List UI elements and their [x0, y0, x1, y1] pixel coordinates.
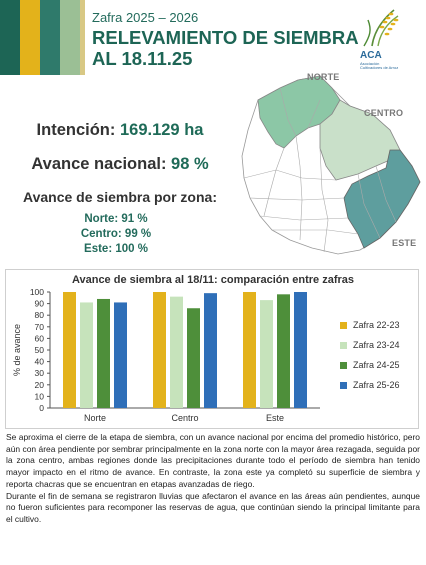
y-tick-label: 20: [35, 380, 45, 390]
intencion-stat: Intención: 169.129 ha: [0, 121, 240, 140]
body-text: Se aproxima el cierre de la etapa de sie…: [6, 432, 420, 526]
rice-plant-icon: [363, 9, 399, 47]
bar-este-zafra-24-25: [277, 294, 290, 408]
bar-norte-zafra-25-26: [114, 302, 127, 408]
logo-text: ACA: [360, 50, 382, 61]
legend-swatch: [340, 341, 347, 349]
legend-swatch: [340, 361, 347, 369]
report-title: RELEVAMIENTO DE SIEMBRA AL 18.11.25: [92, 27, 359, 69]
x-tick-label: Norte: [84, 413, 106, 423]
map-label-centro: CENTRO: [364, 108, 404, 118]
x-tick-label: Centro: [171, 413, 198, 423]
logo-subtext: Asociación Cultivadores de Arroz: [360, 61, 399, 70]
stripe-2: [20, 0, 40, 75]
bar-este-zafra-25-26: [294, 292, 307, 408]
header-stripes: [0, 0, 85, 75]
avance-value: 98 %: [171, 155, 209, 173]
chart-legend: Zafra 22-23 Zafra 23-24 Zafra 24-25 Zafra 2…: [340, 315, 400, 395]
y-axis-label: % de avance: [12, 324, 22, 376]
legend-item: Zafra 24-25: [340, 355, 400, 375]
bar-norte-zafra-24-25: [97, 298, 110, 408]
bar-este-zafra-22-23: [243, 292, 256, 408]
chart-frame: [5, 269, 419, 429]
y-tick-label: 30: [35, 368, 45, 378]
uruguay-zone-map: NORTE CENTRO ESTE: [240, 70, 426, 260]
stripe-1: [0, 0, 20, 75]
legend-label: Zafra 23-24: [353, 340, 400, 350]
bar-centro-zafra-25-26: [204, 293, 217, 408]
stripe-4: [60, 0, 80, 75]
map-region-este: [343, 149, 421, 249]
report-kicker: Zafra 2025 – 2026: [92, 10, 199, 25]
legend-swatch: [340, 321, 347, 329]
zone-centro: Centro: 99 %: [80, 228, 152, 240]
map-svg: [241, 75, 421, 255]
bar-centro-zafra-23-24: [170, 296, 183, 408]
avance-label: Avance nacional:: [31, 155, 167, 173]
legend-label: Zafra 22-23: [353, 320, 400, 330]
legend-label: Zafra 25-26: [353, 380, 400, 390]
y-tick-label: 50: [35, 345, 45, 355]
legend-item: Zafra 23-24: [340, 335, 400, 355]
y-tick-label: 100: [30, 287, 44, 297]
zones-title: Avance de siembra por zona:: [23, 189, 217, 205]
legend-item: Zafra 22-23: [340, 315, 400, 335]
legend-item: Zafra 25-26: [340, 375, 400, 395]
intencion-value: 169.129 ha: [119, 121, 204, 139]
y-tick-label: 60: [35, 333, 45, 343]
chart-title: Avance de siembra al 18/11: comparación …: [71, 274, 355, 286]
y-tick-label: 70: [35, 322, 45, 332]
map-label-este: ESTE: [392, 238, 417, 248]
bar-centro-zafra-22-23: [153, 292, 166, 408]
y-tick-label: 90: [35, 299, 45, 309]
y-tick-label: 40: [35, 357, 45, 367]
map-label-norte: NORTE: [307, 72, 340, 82]
stripe-3: [40, 0, 60, 75]
x-tick-label: Este: [266, 413, 284, 423]
body-paragraph-1: Se aproxima el cierre de la etapa de sie…: [6, 432, 420, 489]
title-line-1: RELEVAMIENTO DE SIEMBRA: [92, 27, 359, 48]
zone-norte: Norte: 91 %: [84, 213, 148, 225]
bar-este-zafra-23-24: [260, 300, 273, 408]
legend-label: Zafra 24-25: [353, 360, 400, 370]
y-tick-label: 0: [39, 403, 44, 413]
y-tick-label: 10: [35, 391, 45, 401]
zone-este: Este: 100 %: [84, 243, 148, 255]
avance-stat: Avance nacional: 98 %: [0, 155, 240, 174]
department-borders: [243, 87, 397, 253]
intencion-label: Intención:: [36, 121, 116, 139]
title-line-2: AL 18.11.25: [92, 48, 193, 69]
stripe-5: [80, 0, 85, 75]
bar-norte-zafra-22-23: [63, 292, 76, 408]
bar-centro-zafra-24-25: [187, 308, 200, 408]
bar-norte-zafra-23-24: [80, 302, 93, 408]
aca-logo: ACA Asociación Cultivadores de Arroz: [358, 6, 410, 72]
legend-swatch: [340, 381, 347, 389]
y-tick-label: 80: [35, 310, 45, 320]
body-paragraph-2: Durante el fin de semana se registraron …: [6, 490, 420, 524]
